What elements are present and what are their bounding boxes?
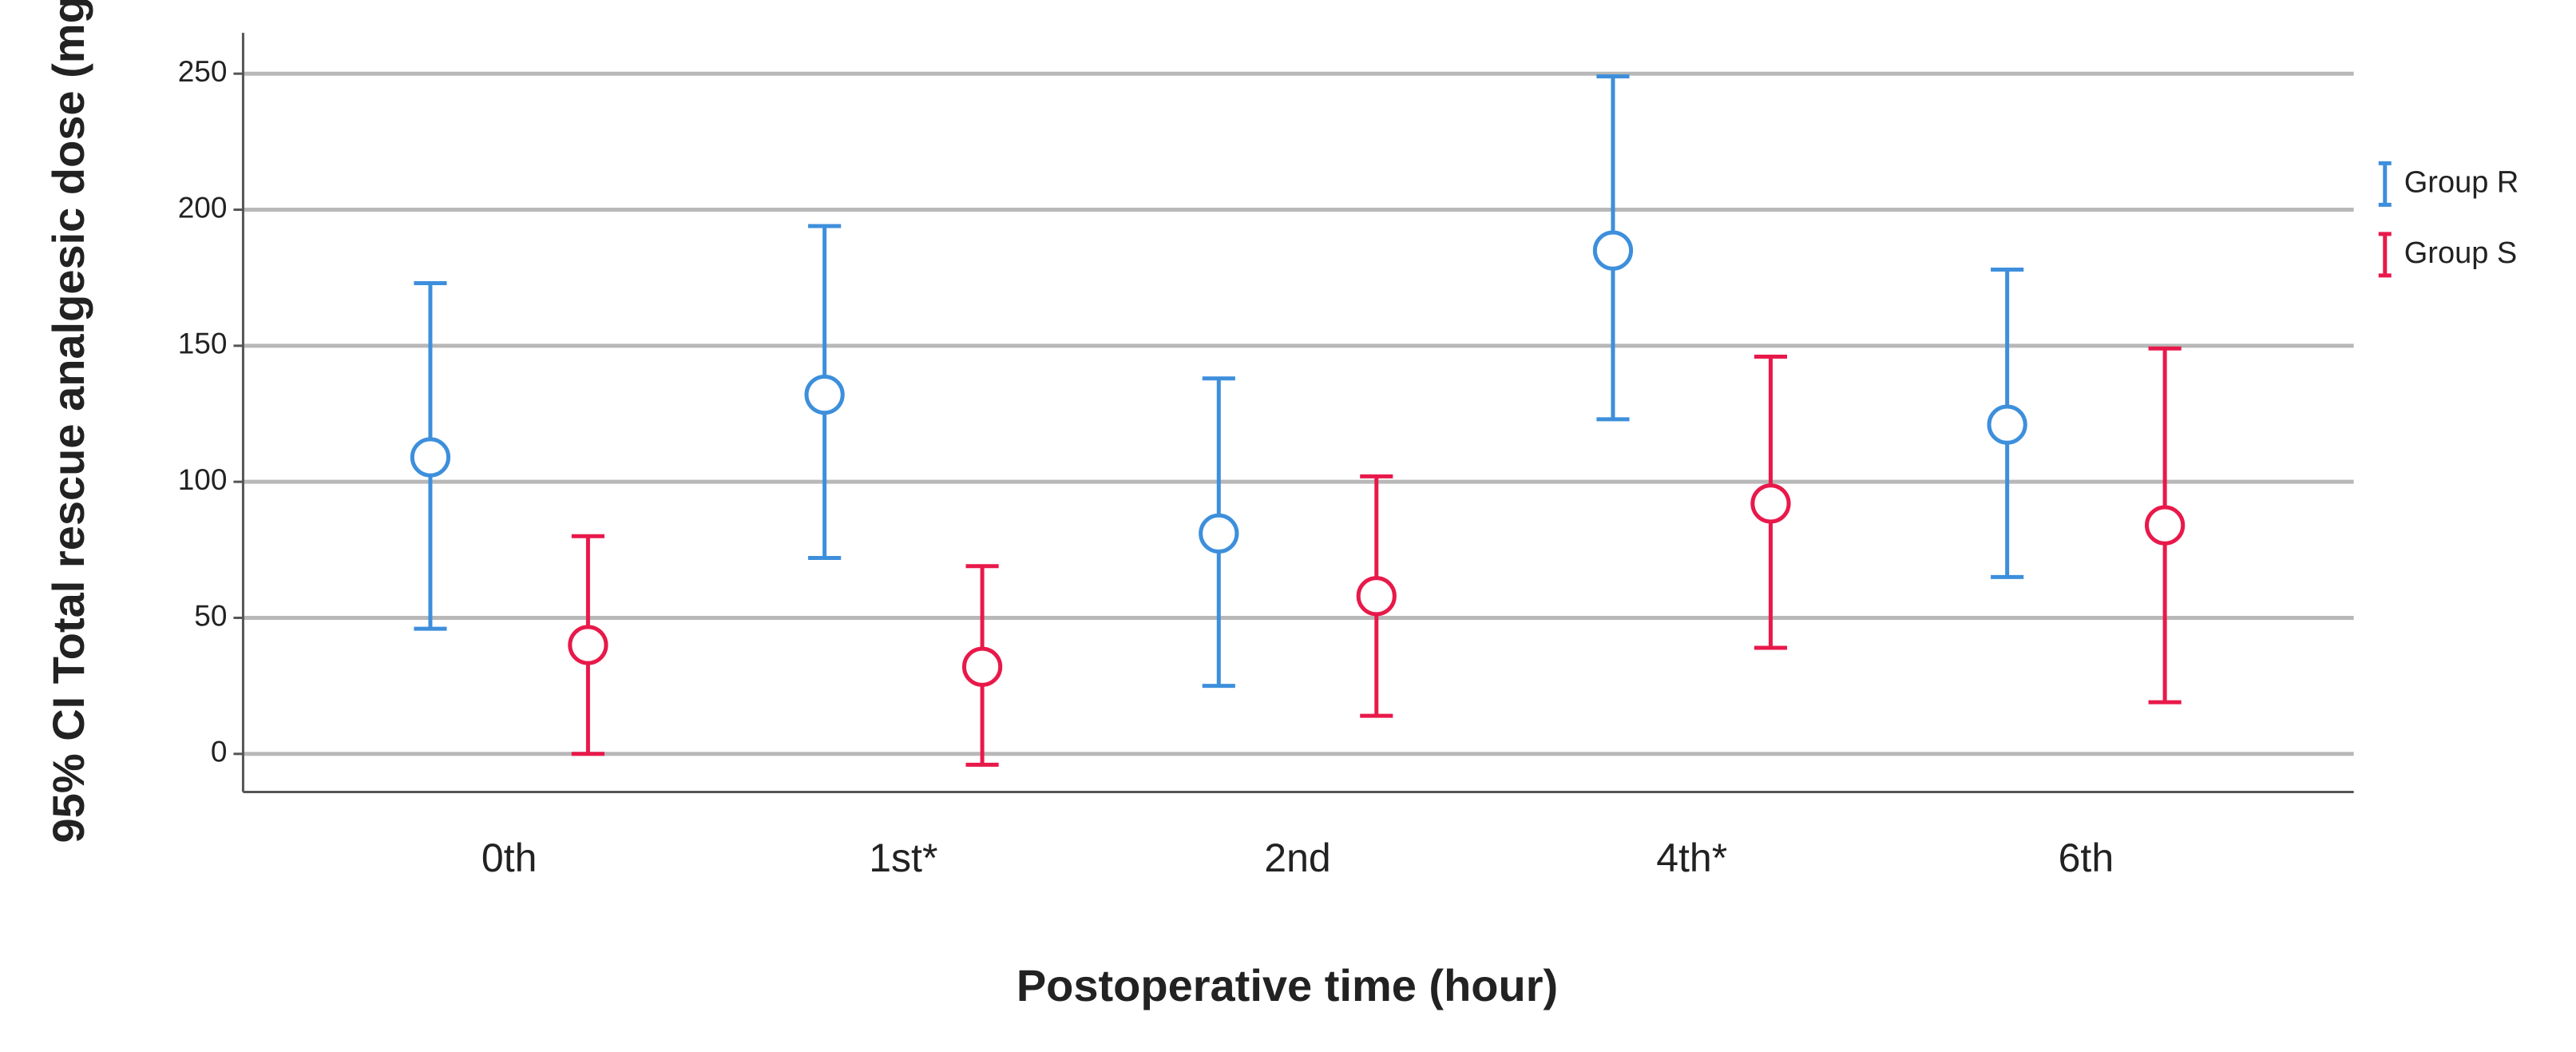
- x-tick-label: 0th: [482, 836, 537, 880]
- mean-marker: [2144, 505, 2186, 546]
- mean-marker: [1199, 513, 1239, 554]
- y-tick-label: 100: [178, 463, 228, 496]
- y-tick-label: 250: [178, 55, 228, 88]
- mean-marker: [568, 625, 608, 665]
- mean-marker: [410, 437, 451, 478]
- y-tick-label: 50: [194, 599, 227, 632]
- y-tick-label: 200: [178, 191, 228, 224]
- mean-marker: [961, 646, 1003, 687]
- mean-marker: [1592, 230, 1634, 271]
- y-tick-label: 150: [178, 328, 228, 360]
- x-tick-label: 2nd: [1264, 836, 1330, 880]
- mean-marker: [1750, 483, 1791, 524]
- mean-marker: [1356, 576, 1397, 617]
- mean-marker: [1987, 404, 2027, 445]
- y-axis-title: 95% CI Total rescue analgesic dose (mg): [43, 0, 93, 843]
- y-tick-label: 0: [211, 736, 228, 768]
- mean-marker: [804, 375, 845, 415]
- x-tick-label: 4th*: [1656, 836, 1727, 880]
- x-axis-title: Postoperative time (hour): [1017, 960, 1558, 1010]
- x-tick-label: 6th: [2059, 836, 2114, 880]
- legend-label: Group R: [2404, 165, 2519, 199]
- legend-label: Group S: [2404, 236, 2518, 270]
- x-tick-label: 1st*: [869, 836, 937, 880]
